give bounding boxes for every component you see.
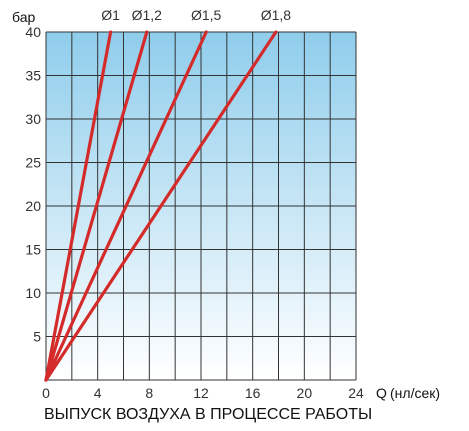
chart-caption: ВЫПУСК ВОЗДУХА В ПРОЦЕССЕ РАБОТЫ <box>44 406 373 423</box>
series-label: Ø1,2 <box>132 7 163 23</box>
y-tick-label: 30 <box>25 111 41 127</box>
x-tick-labels: 0 4 8 12 16 20 24 <box>42 385 364 401</box>
series-line <box>44 30 208 382</box>
series-label: Ø1 <box>101 7 120 23</box>
y-tick-labels: 5 10 15 20 25 30 35 40 <box>25 24 41 345</box>
x-tick-label: 0 <box>42 385 50 401</box>
y-tick-label: 10 <box>25 285 41 301</box>
y-axis-label: бар <box>12 9 35 25</box>
x-tick-label: 12 <box>193 385 209 401</box>
y-tick-label: 15 <box>25 242 41 258</box>
series-line <box>44 30 278 382</box>
y-tick-label: 40 <box>25 24 41 40</box>
series-line <box>44 30 149 382</box>
y-tick-label: 35 <box>25 68 41 84</box>
x-tick-label: 20 <box>297 385 313 401</box>
series-label: Ø1,5 <box>191 7 222 23</box>
x-axis-unit: (нл/сек) <box>390 385 440 401</box>
series-label: Ø1,8 <box>261 7 292 23</box>
series-line <box>44 30 113 382</box>
x-tick-label: 16 <box>245 385 261 401</box>
x-axis-symbol: Q <box>376 385 387 401</box>
x-tick-label: 8 <box>145 385 153 401</box>
x-tick-label: 4 <box>94 385 102 401</box>
y-tick-label: 5 <box>33 329 41 345</box>
y-tick-label: 20 <box>25 198 41 214</box>
series-labels: Ø1 Ø1,2 Ø1,5 Ø1,8 <box>101 7 291 23</box>
x-tick-label: 24 <box>348 385 364 401</box>
grid <box>45 31 357 381</box>
series-lines <box>44 30 278 382</box>
y-tick-label: 25 <box>25 155 41 171</box>
